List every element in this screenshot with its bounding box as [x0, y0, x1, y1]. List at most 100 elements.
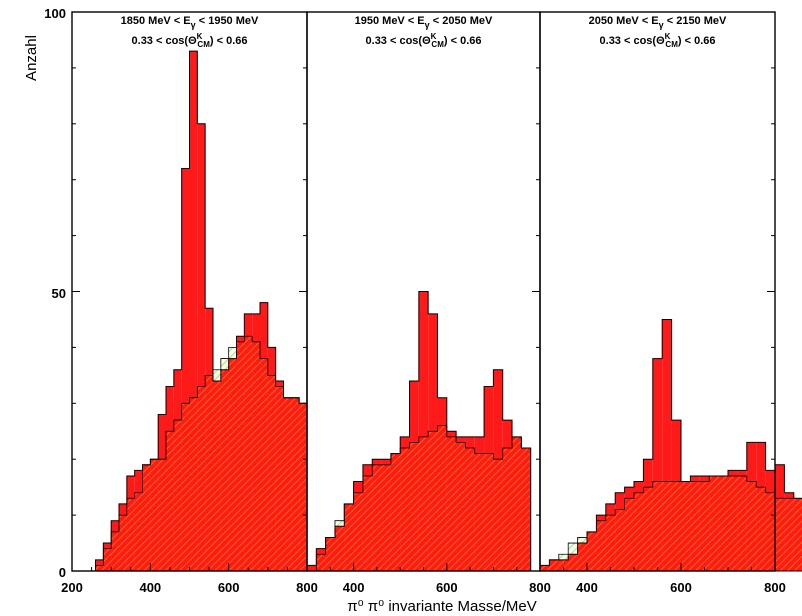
- y-tick-label-0: 0: [59, 565, 66, 580]
- simulation-bar: [142, 464, 151, 571]
- simulation-bar: [119, 515, 127, 571]
- simulation-bar: [568, 554, 578, 571]
- simulation-bar: [671, 481, 681, 571]
- simulation-bar: [690, 481, 700, 571]
- simulation-bar: [512, 436, 522, 571]
- simulation-bar: [549, 559, 559, 571]
- simulation-bar-excess: [220, 358, 229, 370]
- simulation-bar: [681, 481, 691, 571]
- x-tick-label: 400: [139, 580, 161, 595]
- simulation-bar: [615, 509, 625, 571]
- panel-subtitle: 0.33 < cos(ΘK CM) < 0.66: [366, 32, 482, 49]
- measured-bar: [307, 565, 317, 571]
- simulation-bar: [111, 531, 119, 571]
- simulation-bar: [316, 554, 326, 571]
- simulation-bar: [126, 498, 135, 571]
- simulation-bar: [493, 459, 503, 571]
- simulation-bar: [765, 492, 775, 571]
- simulation-bar: [784, 498, 794, 571]
- panel-subtitle: 0.33 < cos(ΘK CM) < 0.66: [600, 32, 716, 49]
- simulation-bar: [228, 358, 237, 571]
- simulation-bar: [502, 448, 513, 571]
- simulation-bar: [634, 492, 644, 571]
- simulation-bar: [587, 531, 597, 571]
- simulation-bar: [652, 481, 663, 571]
- simulation-bar: [746, 481, 757, 571]
- simulation-bar-excess: [228, 347, 237, 359]
- simulation-bar: [150, 459, 159, 571]
- simulation-bar: [775, 498, 785, 571]
- y-axis-label: Anzahl: [23, 35, 40, 81]
- simulation-bar-excess: [558, 554, 569, 560]
- x-tick-label: 400: [576, 580, 598, 595]
- x-tick-label: 800: [529, 580, 551, 595]
- simulation-bar: [756, 487, 766, 571]
- simulation-bar: [299, 403, 307, 571]
- panel-subtitle: 0.33 < cos(ΘK CM) < 0.66: [132, 32, 248, 49]
- simulation-bar: [267, 375, 276, 571]
- simulation-bar: [418, 436, 429, 571]
- simulation-bar: [465, 448, 475, 571]
- simulation-bar: [437, 425, 447, 571]
- measured-bar: [181, 168, 190, 571]
- y-tick-label-100: 100: [44, 6, 66, 21]
- measured-bar: [189, 51, 198, 571]
- panel-3: 400 600 800 2050 MeV < Eγ < 2150 MeV 0.33 < …: [539, 11, 802, 595]
- simulation-bar: [275, 386, 284, 571]
- simulation-bar: [709, 475, 719, 571]
- simulation-bar: [662, 481, 672, 571]
- simulation-bar: [624, 498, 634, 571]
- panel-title: 1850 MeV < Eγ < 1950 MeV: [121, 15, 259, 30]
- x-tick-label: 400: [343, 580, 365, 595]
- simulation-bar-excess: [334, 520, 345, 527]
- simulation-bar: [291, 397, 300, 571]
- simulation-bar-excess: [213, 369, 221, 381]
- panels-group: 200 400 600 800 1850 MeV < Eγ < 1950 MeV 0.33…: [61, 11, 802, 595]
- simulation-bar: [260, 358, 268, 571]
- simulation-bar: [252, 341, 260, 571]
- simulation-bar: [446, 436, 457, 571]
- simulation-bar: [474, 453, 485, 571]
- simulation-bar: [400, 448, 410, 571]
- x-tick-label: 800: [296, 580, 318, 595]
- simulation-bar: [718, 475, 728, 571]
- panel-title: 2050 MeV < Eγ < 2150 MeV: [589, 15, 727, 30]
- simulation-bar: [334, 526, 345, 571]
- simulation-bar: [244, 336, 253, 571]
- simulation-bar: [793, 498, 802, 571]
- simulation-bar: [189, 397, 198, 571]
- x-tick-label: 600: [218, 580, 240, 595]
- simulation-bar: [372, 464, 382, 571]
- simulation-bar: [205, 375, 213, 571]
- panel-title: 1950 MeV < Eγ < 2050 MeV: [355, 15, 493, 30]
- simulation-series-outline: [307, 425, 532, 572]
- measured-bar: [652, 358, 663, 571]
- simulation-bar: [220, 369, 229, 571]
- simulation-bar: [521, 448, 531, 571]
- simulation-bar: [428, 431, 438, 571]
- simulation-bar: [390, 453, 401, 571]
- simulation-bar: [540, 565, 550, 571]
- measured-bar: [662, 319, 672, 571]
- x-tick-label: 200: [61, 580, 83, 595]
- simulation-bar: [344, 503, 354, 571]
- simulation-bar: [484, 453, 494, 571]
- simulation-bar-excess: [568, 543, 578, 555]
- simulation-bar: [728, 475, 738, 571]
- measured-series-outline: [539, 318, 802, 572]
- simulation-bar-excess: [577, 537, 587, 544]
- simulation-bar: [456, 442, 466, 571]
- simulation-bar: [577, 543, 587, 571]
- simulation-series-outline: [87, 335, 308, 572]
- simulation-bar: [213, 380, 221, 571]
- simulation-bar: [236, 341, 245, 571]
- simulation-bar: [166, 431, 174, 571]
- simulation-bar: [643, 487, 653, 571]
- simulation-bar: [103, 548, 112, 571]
- simulation-bar: [197, 386, 206, 571]
- x-tick-label: 600: [670, 580, 692, 595]
- simulation-bar: [158, 459, 166, 571]
- simulation-bar: [353, 492, 363, 571]
- simulation-bar: [699, 481, 710, 571]
